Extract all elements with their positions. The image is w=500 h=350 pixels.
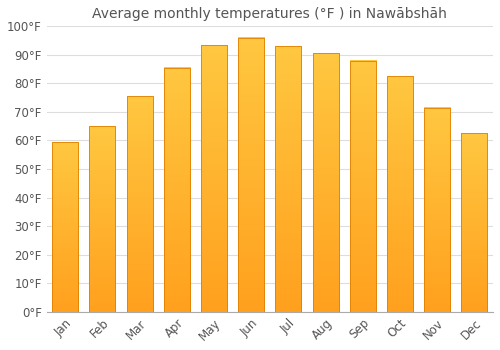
Bar: [276, 46, 301, 312]
Bar: [52, 142, 78, 312]
Bar: [164, 68, 190, 312]
Bar: [238, 38, 264, 312]
Bar: [312, 54, 338, 312]
Bar: [462, 133, 487, 312]
Bar: [387, 76, 413, 312]
Bar: [424, 108, 450, 312]
Title: Average monthly temperatures (°F ) in Nawābshāh: Average monthly temperatures (°F ) in Na…: [92, 7, 447, 21]
Bar: [350, 61, 376, 312]
Bar: [201, 45, 227, 312]
Bar: [126, 96, 152, 312]
Bar: [90, 126, 116, 312]
